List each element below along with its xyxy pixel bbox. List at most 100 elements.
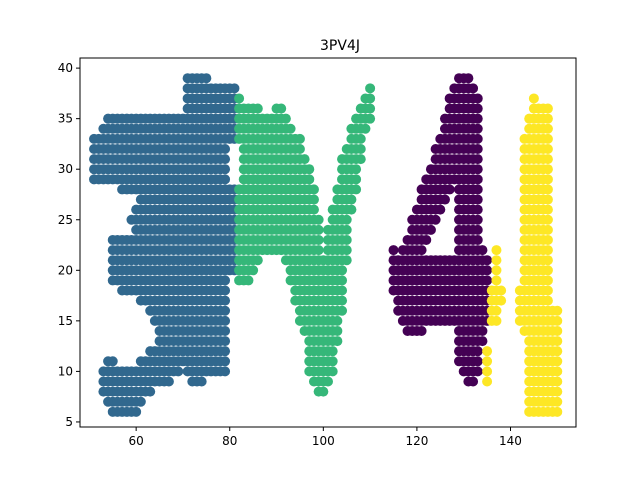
data-point — [201, 73, 212, 84]
data-point — [220, 315, 231, 326]
data-point — [355, 143, 366, 154]
data-point — [542, 113, 553, 124]
data-point — [365, 113, 376, 124]
data-point — [542, 285, 553, 296]
data-point — [552, 406, 563, 417]
data-point — [308, 194, 319, 205]
data-point — [482, 275, 493, 286]
data-point — [332, 315, 343, 326]
data-point — [304, 164, 315, 175]
data-point — [220, 366, 231, 377]
series-3 — [482, 93, 563, 417]
data-point — [276, 103, 287, 114]
data-point — [421, 234, 432, 245]
data-point — [430, 214, 441, 225]
data-point — [472, 123, 483, 134]
data-point — [304, 174, 315, 185]
data-point — [365, 83, 376, 94]
data-point — [318, 386, 329, 397]
data-point — [482, 356, 493, 367]
data-point — [313, 234, 324, 245]
data-point — [552, 396, 563, 407]
data-point — [416, 245, 427, 256]
data-point — [491, 265, 502, 276]
data-point — [542, 103, 553, 114]
data-point — [482, 346, 493, 357]
data-point — [472, 224, 483, 235]
data-point — [472, 194, 483, 205]
data-point — [444, 184, 455, 195]
data-point — [337, 265, 348, 276]
data-point — [346, 194, 357, 205]
data-point — [220, 164, 231, 175]
data-point — [341, 234, 352, 245]
y-tick-label: 25 — [58, 213, 73, 227]
data-point — [351, 164, 362, 175]
data-point — [285, 123, 296, 134]
data-point — [313, 245, 324, 256]
data-point — [252, 103, 263, 114]
data-point — [472, 366, 483, 377]
data-point — [346, 204, 357, 215]
y-tick-label: 20 — [58, 263, 73, 277]
data-point — [482, 376, 493, 387]
data-point — [542, 143, 553, 154]
data-point — [327, 356, 338, 367]
data-point — [220, 174, 231, 185]
data-point — [229, 83, 240, 94]
data-point — [337, 285, 348, 296]
x-tick-label: 120 — [405, 434, 428, 448]
data-point — [491, 255, 502, 266]
data-point — [337, 275, 348, 286]
data-point — [542, 133, 553, 144]
y-tick-label: 15 — [58, 314, 73, 328]
point-layer — [89, 73, 563, 417]
data-point — [308, 204, 319, 215]
data-point — [439, 194, 450, 205]
data-point — [252, 255, 263, 266]
chart-title: 3PV4J — [320, 38, 360, 54]
data-point — [435, 204, 446, 215]
data-point — [542, 245, 553, 256]
data-point — [355, 154, 366, 165]
data-point — [472, 174, 483, 185]
data-point — [351, 174, 362, 185]
y-axis: 5 10 15 20 25 30 35 40 — [58, 61, 80, 429]
data-point — [341, 255, 352, 266]
x-tick-label: 80 — [222, 434, 237, 448]
y-tick-label: 35 — [58, 112, 73, 126]
data-point — [294, 143, 305, 154]
data-point — [472, 234, 483, 245]
data-point — [308, 184, 319, 195]
data-point — [472, 356, 483, 367]
y-tick-label: 10 — [58, 364, 73, 378]
x-tick-label: 100 — [312, 434, 335, 448]
data-point — [323, 376, 333, 387]
data-point — [332, 336, 343, 347]
data-point — [472, 204, 483, 215]
data-point — [468, 83, 479, 94]
data-point — [341, 224, 352, 235]
data-point — [463, 73, 474, 84]
data-point — [196, 376, 207, 387]
data-point — [294, 133, 305, 144]
data-point — [528, 93, 539, 104]
data-point — [337, 295, 348, 306]
data-point — [131, 406, 142, 417]
data-point — [477, 325, 488, 336]
data-point — [542, 224, 553, 235]
data-point — [482, 255, 493, 266]
data-point — [542, 265, 553, 276]
data-point — [542, 184, 553, 195]
data-point — [472, 133, 483, 144]
data-point — [355, 133, 366, 144]
data-point — [491, 315, 502, 326]
data-point — [552, 376, 563, 387]
data-point — [552, 346, 563, 357]
data-point — [472, 214, 483, 225]
data-point — [351, 184, 362, 195]
data-point — [341, 245, 352, 256]
data-point — [477, 245, 488, 256]
data-point — [496, 295, 507, 306]
